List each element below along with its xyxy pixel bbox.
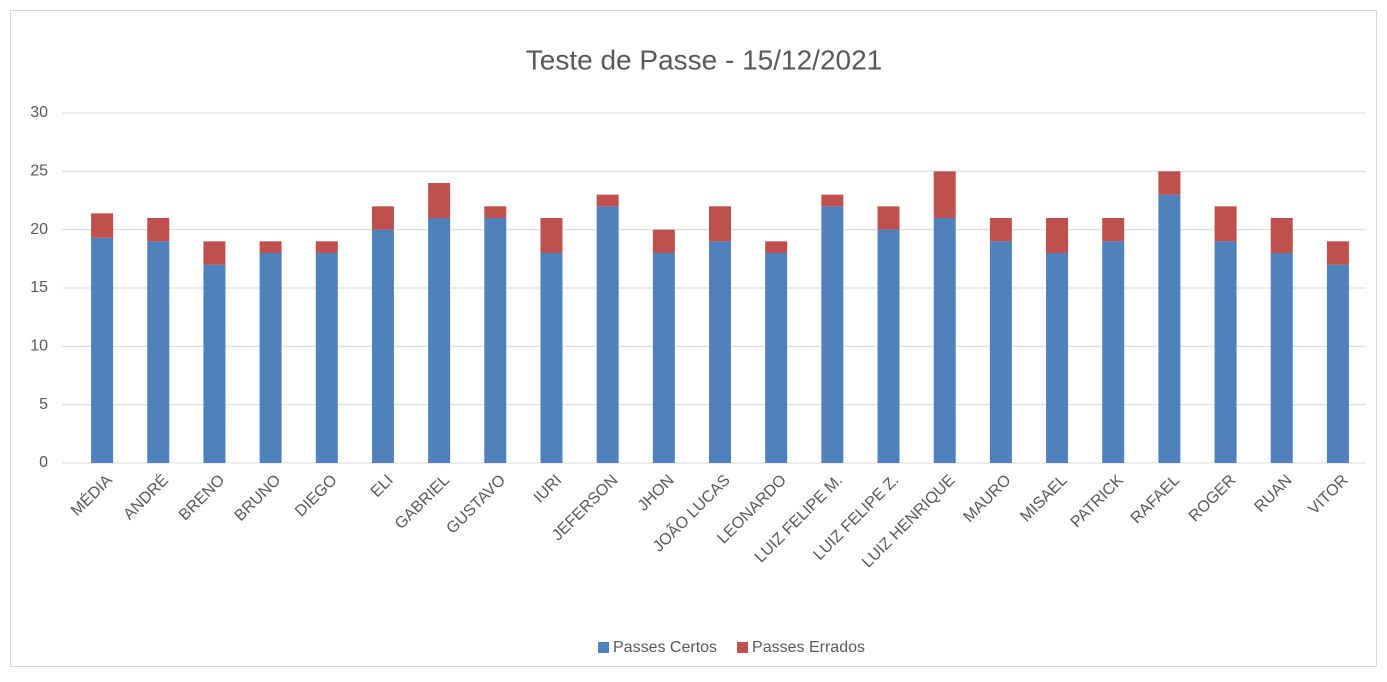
bar-segment xyxy=(147,218,170,242)
bar-segment xyxy=(203,241,226,265)
bar-segment xyxy=(484,218,507,463)
y-tick-label: 30 xyxy=(30,104,48,121)
bar-segment xyxy=(484,206,507,218)
bar-segment xyxy=(765,241,788,253)
bar-segment xyxy=(1046,218,1069,253)
bar-segment xyxy=(259,241,282,253)
legend-swatch xyxy=(737,642,749,653)
bar-segment xyxy=(596,206,619,464)
bar-segment xyxy=(428,218,451,463)
bar-segment xyxy=(877,206,900,230)
bar-segment xyxy=(989,218,1012,242)
bar-segment xyxy=(315,241,338,253)
bar-segment xyxy=(709,206,731,242)
bar-segment xyxy=(989,241,1012,463)
bar-segment xyxy=(91,237,114,463)
bar-segment xyxy=(147,241,170,463)
bar-segment xyxy=(371,229,394,463)
bar-segment xyxy=(1046,253,1069,463)
bar-segment xyxy=(91,213,114,238)
bar-segment xyxy=(371,206,394,230)
y-tick-label: 15 xyxy=(30,279,48,296)
legend-swatch xyxy=(598,642,609,653)
bar-segment xyxy=(596,194,619,207)
y-tick-label: 20 xyxy=(30,221,48,238)
bar-segment xyxy=(1214,241,1237,463)
bar-segment xyxy=(1102,241,1125,463)
bar-segment xyxy=(259,253,282,463)
bar-segment xyxy=(1214,206,1237,242)
chart-title: Teste de Passe - 15/12/2021 xyxy=(526,44,882,75)
bar-segment xyxy=(821,194,844,207)
bar-segment xyxy=(765,253,788,463)
y-tick-label: 5 xyxy=(39,396,48,413)
bar-segment xyxy=(709,241,731,463)
bar-segment xyxy=(1326,241,1349,265)
bar-segment xyxy=(540,218,563,253)
legend-label: Passes Errados xyxy=(752,639,865,656)
bar-segment xyxy=(1158,194,1181,463)
bar-segment xyxy=(1270,218,1293,253)
bar-segment xyxy=(1102,218,1125,242)
y-tick-label: 25 xyxy=(30,163,48,180)
bar-segment xyxy=(652,253,675,463)
bar-segment xyxy=(933,218,956,463)
legend-label: Passes Certos xyxy=(613,639,717,656)
chart-border xyxy=(10,10,1377,667)
y-tick-label: 0 xyxy=(39,454,48,471)
bar-segment xyxy=(315,253,338,463)
y-tick-label: 10 xyxy=(30,338,48,355)
bar-segment xyxy=(1158,171,1181,195)
bar-segment xyxy=(428,183,451,218)
bar-segment xyxy=(652,229,675,253)
bar-segment xyxy=(933,171,956,218)
bar-segment xyxy=(203,264,226,463)
bar-segment xyxy=(877,229,900,463)
bar-segment xyxy=(1270,253,1293,463)
bar-segment xyxy=(540,253,563,463)
bar-segment xyxy=(821,206,844,464)
bar-segment xyxy=(1326,264,1349,463)
